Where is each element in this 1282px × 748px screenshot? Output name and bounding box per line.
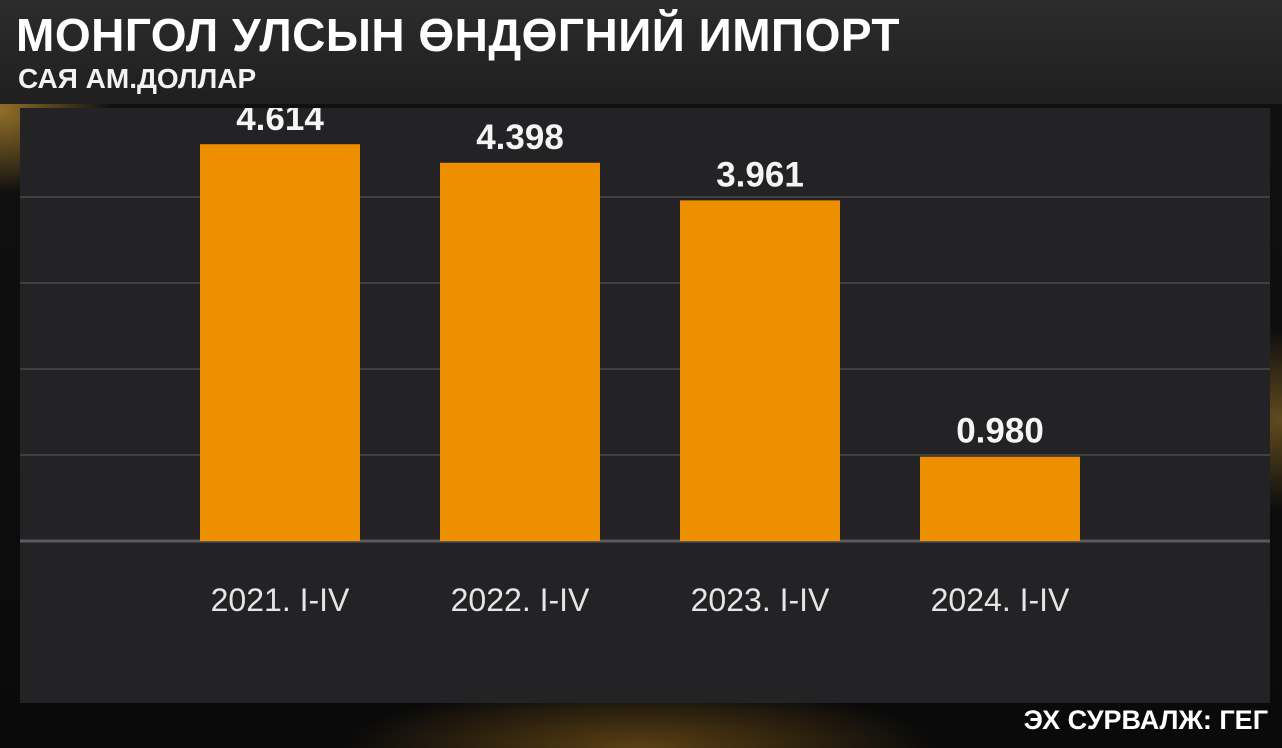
bar-chart: 4.614 4.398 3.961 0.980 2021. I-IV 2022. I-I…	[20, 108, 1270, 618]
bars	[200, 144, 1080, 542]
category-label-4: 2024. I-IV	[931, 582, 1070, 618]
chart-title: МОНГОЛ УЛСЫН ӨНДӨГНИЙ ИМПОРТ	[16, 9, 901, 61]
bar-1	[200, 144, 360, 542]
category-label-3: 2023. I-IV	[691, 582, 830, 618]
bar-3	[680, 200, 840, 541]
value-label-4: 0.980	[956, 412, 1044, 451]
bar-2	[440, 162, 600, 541]
value-label-2: 4.398	[476, 118, 564, 157]
value-labels: 4.614 4.398 3.961 0.980	[236, 108, 1044, 451]
category-label-1: 2021. I-IV	[211, 582, 350, 618]
value-label-1: 4.614	[236, 108, 324, 138]
chart-subtitle: САЯ АМ.ДОЛЛАР	[18, 63, 257, 94]
category-labels: 2021. I-IV 2022. I-IV 2023. I-IV 2024. I-IV	[211, 582, 1070, 618]
source-note: ЭХ СУРВАЛЖ: ГЕГ	[1023, 705, 1268, 735]
category-label-2: 2022. I-IV	[451, 582, 590, 618]
value-label-3: 3.961	[716, 155, 804, 194]
title-band: МОНГОЛ УЛСЫН ӨНДӨГНИЙ ИМПОРТ САЯ АМ.ДОЛЛ…	[0, 0, 1282, 104]
bar-4	[920, 456, 1080, 541]
